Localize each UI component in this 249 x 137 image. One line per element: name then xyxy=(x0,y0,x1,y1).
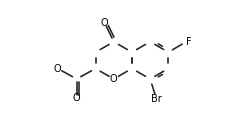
Text: O: O xyxy=(101,18,109,28)
Text: F: F xyxy=(186,37,191,47)
Text: O: O xyxy=(110,74,118,84)
Text: O: O xyxy=(54,64,62,73)
Text: O: O xyxy=(73,93,80,103)
Text: Br: Br xyxy=(151,94,162,104)
